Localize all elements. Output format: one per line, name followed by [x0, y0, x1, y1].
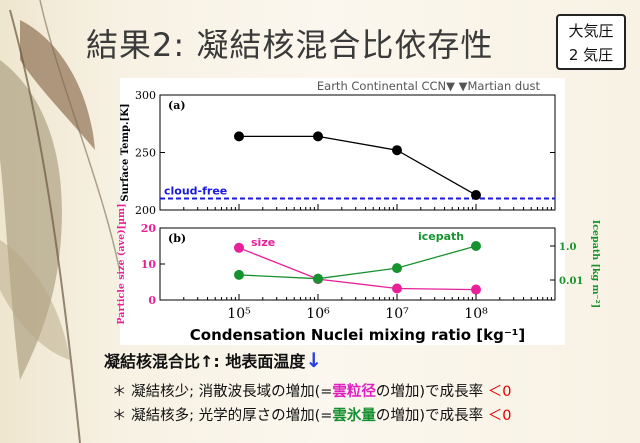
panel-a-label: (a) — [168, 99, 186, 112]
panel-b-ytick-label: 10 — [141, 258, 157, 271]
x-tick-label: 10⁸ — [464, 306, 488, 322]
point-tail: ＜0 — [487, 408, 512, 424]
icepath-series-line — [238, 245, 477, 280]
chart-svg: Earth Continental CCN▼ ▼Martian dust (a) 2… — [116, 78, 601, 345]
slide-title: 結果2: 凝結核混合比依存性 — [86, 26, 494, 64]
panel-a-ylabel: Surface Temp.[K] — [120, 103, 131, 201]
top-note: Earth Continental CCN▼ ▼Martian dust — [317, 79, 541, 93]
cloud-free-label: cloud-free — [164, 185, 227, 198]
temp-point — [234, 131, 244, 142]
point-item-1: ＊ 凝結核少; 消散波長域の増加(=雲粒径の増加)で成長率 ＜0 — [112, 380, 511, 401]
icepath-point — [392, 263, 402, 274]
panel-b-ytick-label: 0 — [148, 294, 156, 307]
panel-a-ytick-label: 300 — [135, 89, 156, 102]
size-point — [392, 283, 402, 294]
point-key: 雲粒径 — [332, 384, 376, 400]
bullet-icon: ＊ — [112, 408, 127, 424]
pressure-line2: 2 気圧 — [568, 46, 614, 64]
point-item-2: ＊ 凝結核多; 光学的厚さの増加(=雲氷量の増加)で成長率 ＜0 — [112, 404, 511, 425]
panel-b-ylabel-left: Particle size (ave)[µm] — [116, 203, 127, 324]
size-point — [471, 284, 481, 295]
size-series-line — [238, 247, 477, 291]
icepath-series-label: icepath — [418, 230, 464, 243]
icepath-point — [234, 269, 244, 280]
x-tick-label: 10⁶ — [306, 306, 330, 322]
summary-line: 凝結核混合比↑: 地表面温度↓ — [104, 348, 322, 372]
x-axis-label: Condensation Nuclei mixing ratio [kg⁻¹] — [190, 326, 525, 344]
up-arrow-icon: ↑ — [200, 352, 214, 371]
panel-b-ytick-label: 20 — [141, 222, 157, 235]
panel-b-ytick-right-label: 0.01 — [559, 276, 583, 287]
point-text-b: の増加)で成長率 — [375, 384, 484, 400]
panel-b-label: (b) — [168, 232, 186, 245]
icepath-point — [313, 273, 323, 284]
x-tick-label: 10⁵ — [227, 306, 251, 322]
panel-b-ytick-right-label: 1.0 — [559, 242, 576, 253]
summary-mid: : 地表面温度 — [213, 352, 306, 371]
bullet-icon: ＊ — [112, 384, 127, 400]
point-text-b: の増加)で成長率 — [375, 408, 484, 424]
pressure-line1: 大気圧 — [568, 22, 614, 40]
pressure-box: 大気圧 2 気圧 — [556, 14, 626, 70]
size-series-label: size — [251, 236, 275, 249]
temp-point — [392, 145, 402, 156]
leaf-decoration — [0, 0, 126, 443]
icepath-point — [471, 241, 481, 251]
temp-point — [313, 131, 323, 142]
size-point — [234, 242, 244, 253]
temp-point — [471, 190, 481, 201]
temp-series-line — [239, 135, 477, 196]
summary-head: 凝結核混合比 — [104, 352, 201, 371]
down-arrow-icon: ↓ — [305, 348, 323, 372]
panel-a-ytick-label: 200 — [135, 204, 156, 217]
x-tick-label: 10⁷ — [385, 306, 409, 322]
point-text-a: 凝結核多; 光学的厚さの増加(= — [131, 408, 333, 424]
chart-background — [120, 78, 565, 345]
panel-a-ytick-label: 250 — [135, 147, 156, 160]
point-key: 雲氷量 — [332, 408, 376, 424]
panel-b-ylabel-right: Icepath [kg m⁻²] — [590, 220, 601, 308]
point-text-a: 凝結核少; 消散波長域の増加(= — [131, 384, 333, 400]
point-tail: ＜0 — [487, 384, 512, 400]
